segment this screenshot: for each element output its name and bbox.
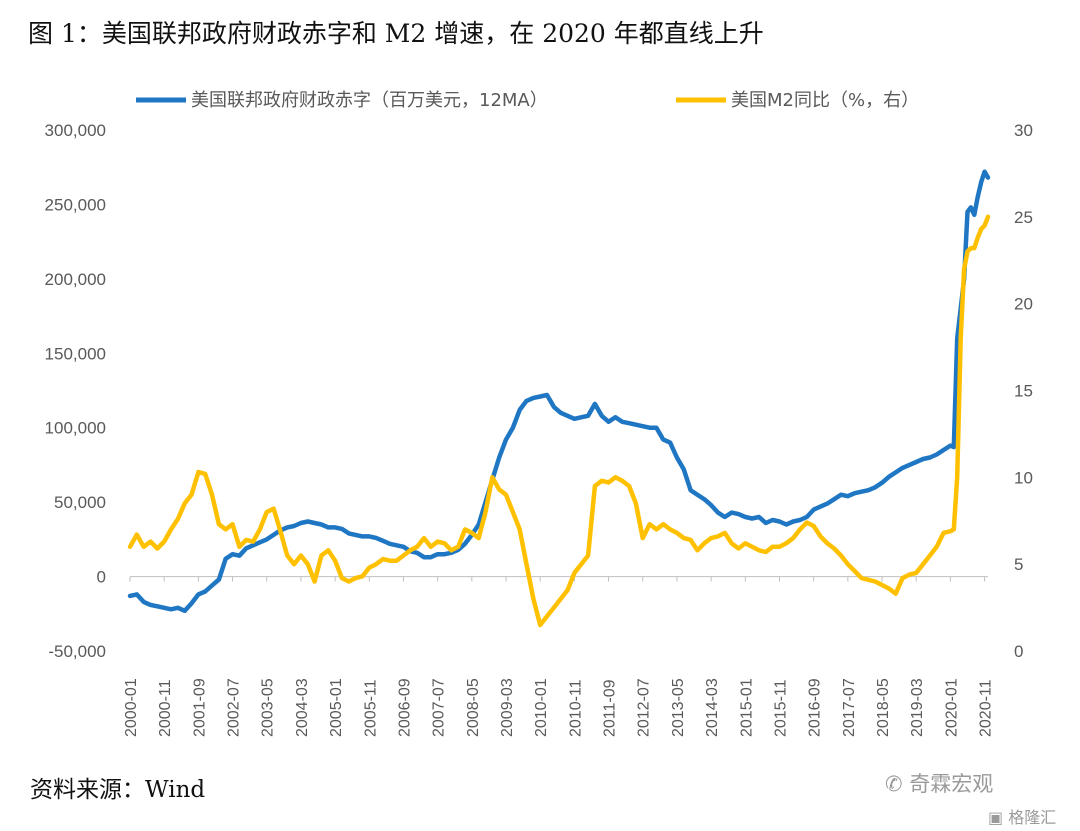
left-tick-label: 100,000 — [45, 419, 106, 438]
right-tick-label: 0 — [1014, 642, 1023, 661]
x-tick-label: 2015-11 — [772, 679, 789, 737]
x-tick-label: 2012-07 — [636, 678, 653, 737]
x-tick-label: 2015-01 — [738, 678, 755, 737]
deficit-series-line — [127, 169, 991, 614]
x-tick-label: 2004-03 — [294, 678, 311, 737]
left-tick-label: 250,000 — [45, 195, 106, 214]
x-tick-label: 2020-11 — [978, 679, 995, 737]
wechat-watermark: ✆ 奇霖宏观 — [885, 768, 993, 798]
series-layer — [127, 169, 991, 628]
x-axis: 2000-01 2000-11 2001-09 2002-07 2003-05 2004-… — [123, 576, 995, 737]
legend: 美国联邦政府财政赤字（百万美元，12MA） 美国M2同比（%，右） — [136, 90, 919, 111]
right-tick-label: 25 — [1014, 208, 1033, 227]
right-tick-label: 5 — [1014, 555, 1023, 574]
x-tick-label: 2002-07 — [226, 678, 243, 737]
x-tick-label: 2003-05 — [260, 678, 277, 737]
x-tick-label: 2001-09 — [191, 678, 208, 737]
x-tick-label: 2020-01 — [943, 678, 960, 737]
left-tick-label: -50,000 — [48, 642, 106, 661]
right-tick-label: 10 — [1014, 468, 1033, 487]
x-tick-label: 2007-07 — [431, 678, 448, 737]
m2-series-line — [127, 214, 991, 628]
gelonghui-text: 格隆汇 — [1008, 808, 1057, 827]
gelonghui-icon: ▣ — [988, 808, 1004, 827]
gelonghui-logo: ▣ 格隆汇 — [986, 804, 1059, 828]
x-tick-label: 2006-09 — [396, 678, 413, 737]
figure-title: 图 1：美国联邦政府财政赤字和 M2 增速，在 2020 年都直线上升 — [28, 19, 764, 48]
left-tick-label: 0 — [97, 568, 106, 587]
x-tick-label: 2014-03 — [704, 678, 721, 737]
watermark-text: 奇霖宏观 — [909, 772, 994, 796]
x-tick-label: 2016-09 — [807, 678, 824, 737]
right-tick-label: 15 — [1014, 382, 1033, 401]
left-tick-label: 300,000 — [45, 121, 106, 140]
x-tick-label: 2013-05 — [670, 678, 687, 737]
right-axis: 0 5 10 15 20 25 30 — [1014, 121, 1033, 661]
left-tick-label: 200,000 — [45, 270, 106, 289]
x-tick-label: 2000-11 — [157, 679, 174, 737]
x-tick-label: 2017-07 — [841, 678, 858, 737]
x-tick-label: 2005-11 — [362, 679, 379, 737]
left-tick-label: 150,000 — [45, 344, 106, 363]
x-tick-label: 2009-03 — [499, 678, 516, 737]
x-tick-label: 2010-01 — [533, 678, 550, 737]
x-tick-label: 2005-01 — [328, 678, 345, 737]
wechat-icon: ✆ — [885, 772, 903, 796]
legend-label: 美国M2同比（%，右） — [731, 90, 919, 111]
left-tick-label: 50,000 — [54, 493, 106, 512]
x-tick-label: 2010-11 — [567, 679, 584, 737]
legend-label: 美国联邦政府财政赤字（百万美元，12MA） — [191, 90, 548, 111]
right-tick-label: 20 — [1014, 295, 1033, 314]
left-axis: -50,000 0 50,000 100,000 150,000 200,000 250,0… — [45, 121, 106, 661]
x-tick-label: 2018-05 — [875, 678, 892, 737]
x-tick-label: 2000-01 — [123, 678, 140, 737]
x-tick-label: 2008-05 — [465, 678, 482, 737]
x-tick-label: 2011-09 — [602, 679, 619, 737]
source-note: 资料来源：Wind — [30, 777, 206, 803]
right-tick-label: 30 — [1014, 121, 1033, 140]
x-tick-label: 2019-03 — [909, 678, 926, 737]
